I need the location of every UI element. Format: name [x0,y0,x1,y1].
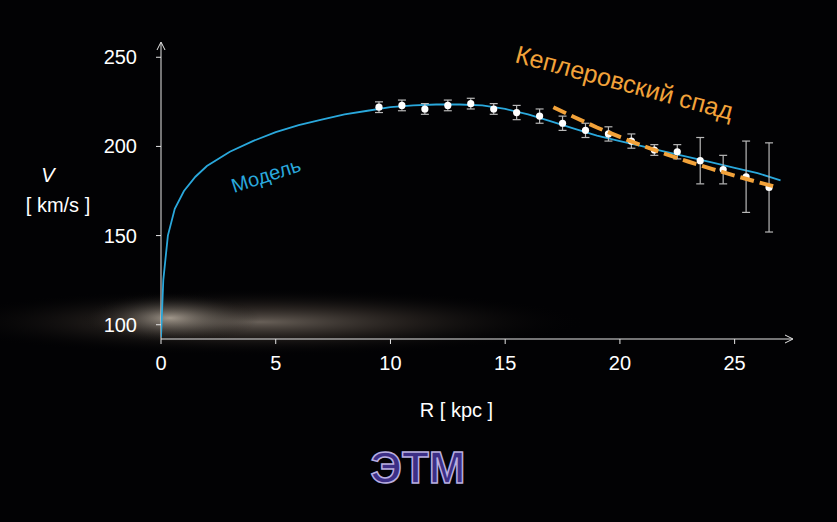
x-axis-line [161,339,792,340]
y-tick [156,146,161,147]
error-bar-cap [719,183,727,184]
data-point [582,127,589,134]
data-point [375,104,382,111]
error-bar-cap [696,183,704,184]
error-bar-cap [444,99,452,100]
error-bar-cap [467,108,475,109]
y-tick [156,324,161,325]
error-bar-cap [398,99,406,100]
error-bar-cap [627,133,635,134]
error-bar-cap [627,148,635,149]
plot-data [161,98,781,337]
error-bar-cap [604,126,612,127]
data-point [444,102,451,109]
x-tick-label: 20 [609,352,631,374]
error-bar-cap [696,137,704,138]
error-bar-cap [604,140,612,141]
error-bar-cap [581,137,589,138]
error-bar [398,100,406,111]
error-bar [444,100,452,111]
error-bar-cap [536,108,544,109]
x-tick [275,339,276,344]
x-tick-label: 10 [379,352,401,374]
kepler-label: Кеплеровский спад [513,40,737,125]
y-axis-line [161,43,162,339]
x-tick-label: 15 [494,352,516,374]
y-tick-label: 200 [104,135,137,157]
chart: 100 150 200 250 0 5 10 15 20 25 V [ km/s ] R [ kpc ]… [0,0,837,522]
error-bar [536,109,544,123]
error-bar [375,102,383,113]
error-bar-cap [559,130,567,131]
error-bar-cap [765,231,773,232]
model-label: Модель [228,154,303,197]
error-bar [421,104,429,115]
y-tick [156,235,161,236]
error-bar [581,123,589,137]
error-bar [490,104,498,115]
y-tick-label: 150 [104,225,137,247]
x-tick [619,339,620,344]
error-bar-cap [513,119,521,120]
kepler-line [553,107,776,187]
data-point [697,157,704,164]
error-bar-cap [421,103,429,104]
error-bar [559,116,567,130]
x-tick-label: 5 [270,352,281,374]
y-axis-arrow [157,42,165,50]
x-tick [161,339,162,344]
data-point [536,113,543,120]
y-axis-title: V [41,164,56,186]
error-bar-cap [742,140,750,141]
milky-way-band [0,288,590,356]
logo: ЭТМ [371,443,466,492]
data-point [467,100,474,107]
x-tick [505,339,506,344]
x-tick-label: 0 [155,352,166,374]
data-point [513,109,520,116]
data-point [490,105,497,112]
error-bar-cap [421,114,429,115]
error-bar-cap [467,98,475,99]
error-bar-cap [673,144,681,145]
error-bar-cap [375,112,383,113]
x-tick-label: 25 [724,352,746,374]
error-bar-cap [375,101,383,102]
error-bar-cap [490,114,498,115]
data-point [559,120,566,127]
y-tick-label: 250 [104,46,137,68]
error-bar-cap [650,155,658,156]
error-bar-cap [490,103,498,104]
x-axis-arrow [785,335,793,343]
y-tick-label: 100 [104,314,137,336]
model-line [161,105,781,338]
milky-way-core [80,292,260,344]
data-point [674,148,681,155]
error-bar-cap [742,212,750,213]
error-bar-cap [650,144,658,145]
data-point [398,102,405,109]
x-tick [734,339,735,344]
y-axis-title: [ km/s ] [26,194,90,216]
error-bar [513,105,521,119]
error-bar-cap [398,110,406,111]
data-point [421,105,428,112]
x-tick [390,339,391,344]
error-bar-cap [444,110,452,111]
error-bar [719,155,727,184]
background [0,0,837,522]
error-bar-cap [559,116,567,117]
error-bar-cap [536,123,544,124]
error-bar-cap [719,155,727,156]
y-tick [156,57,161,58]
error-bar-cap [513,105,521,106]
error-bar-cap [765,142,773,143]
x-axis-title: R [ kpc ] [420,399,493,421]
error-bar [696,138,704,184]
error-bar [467,98,475,109]
